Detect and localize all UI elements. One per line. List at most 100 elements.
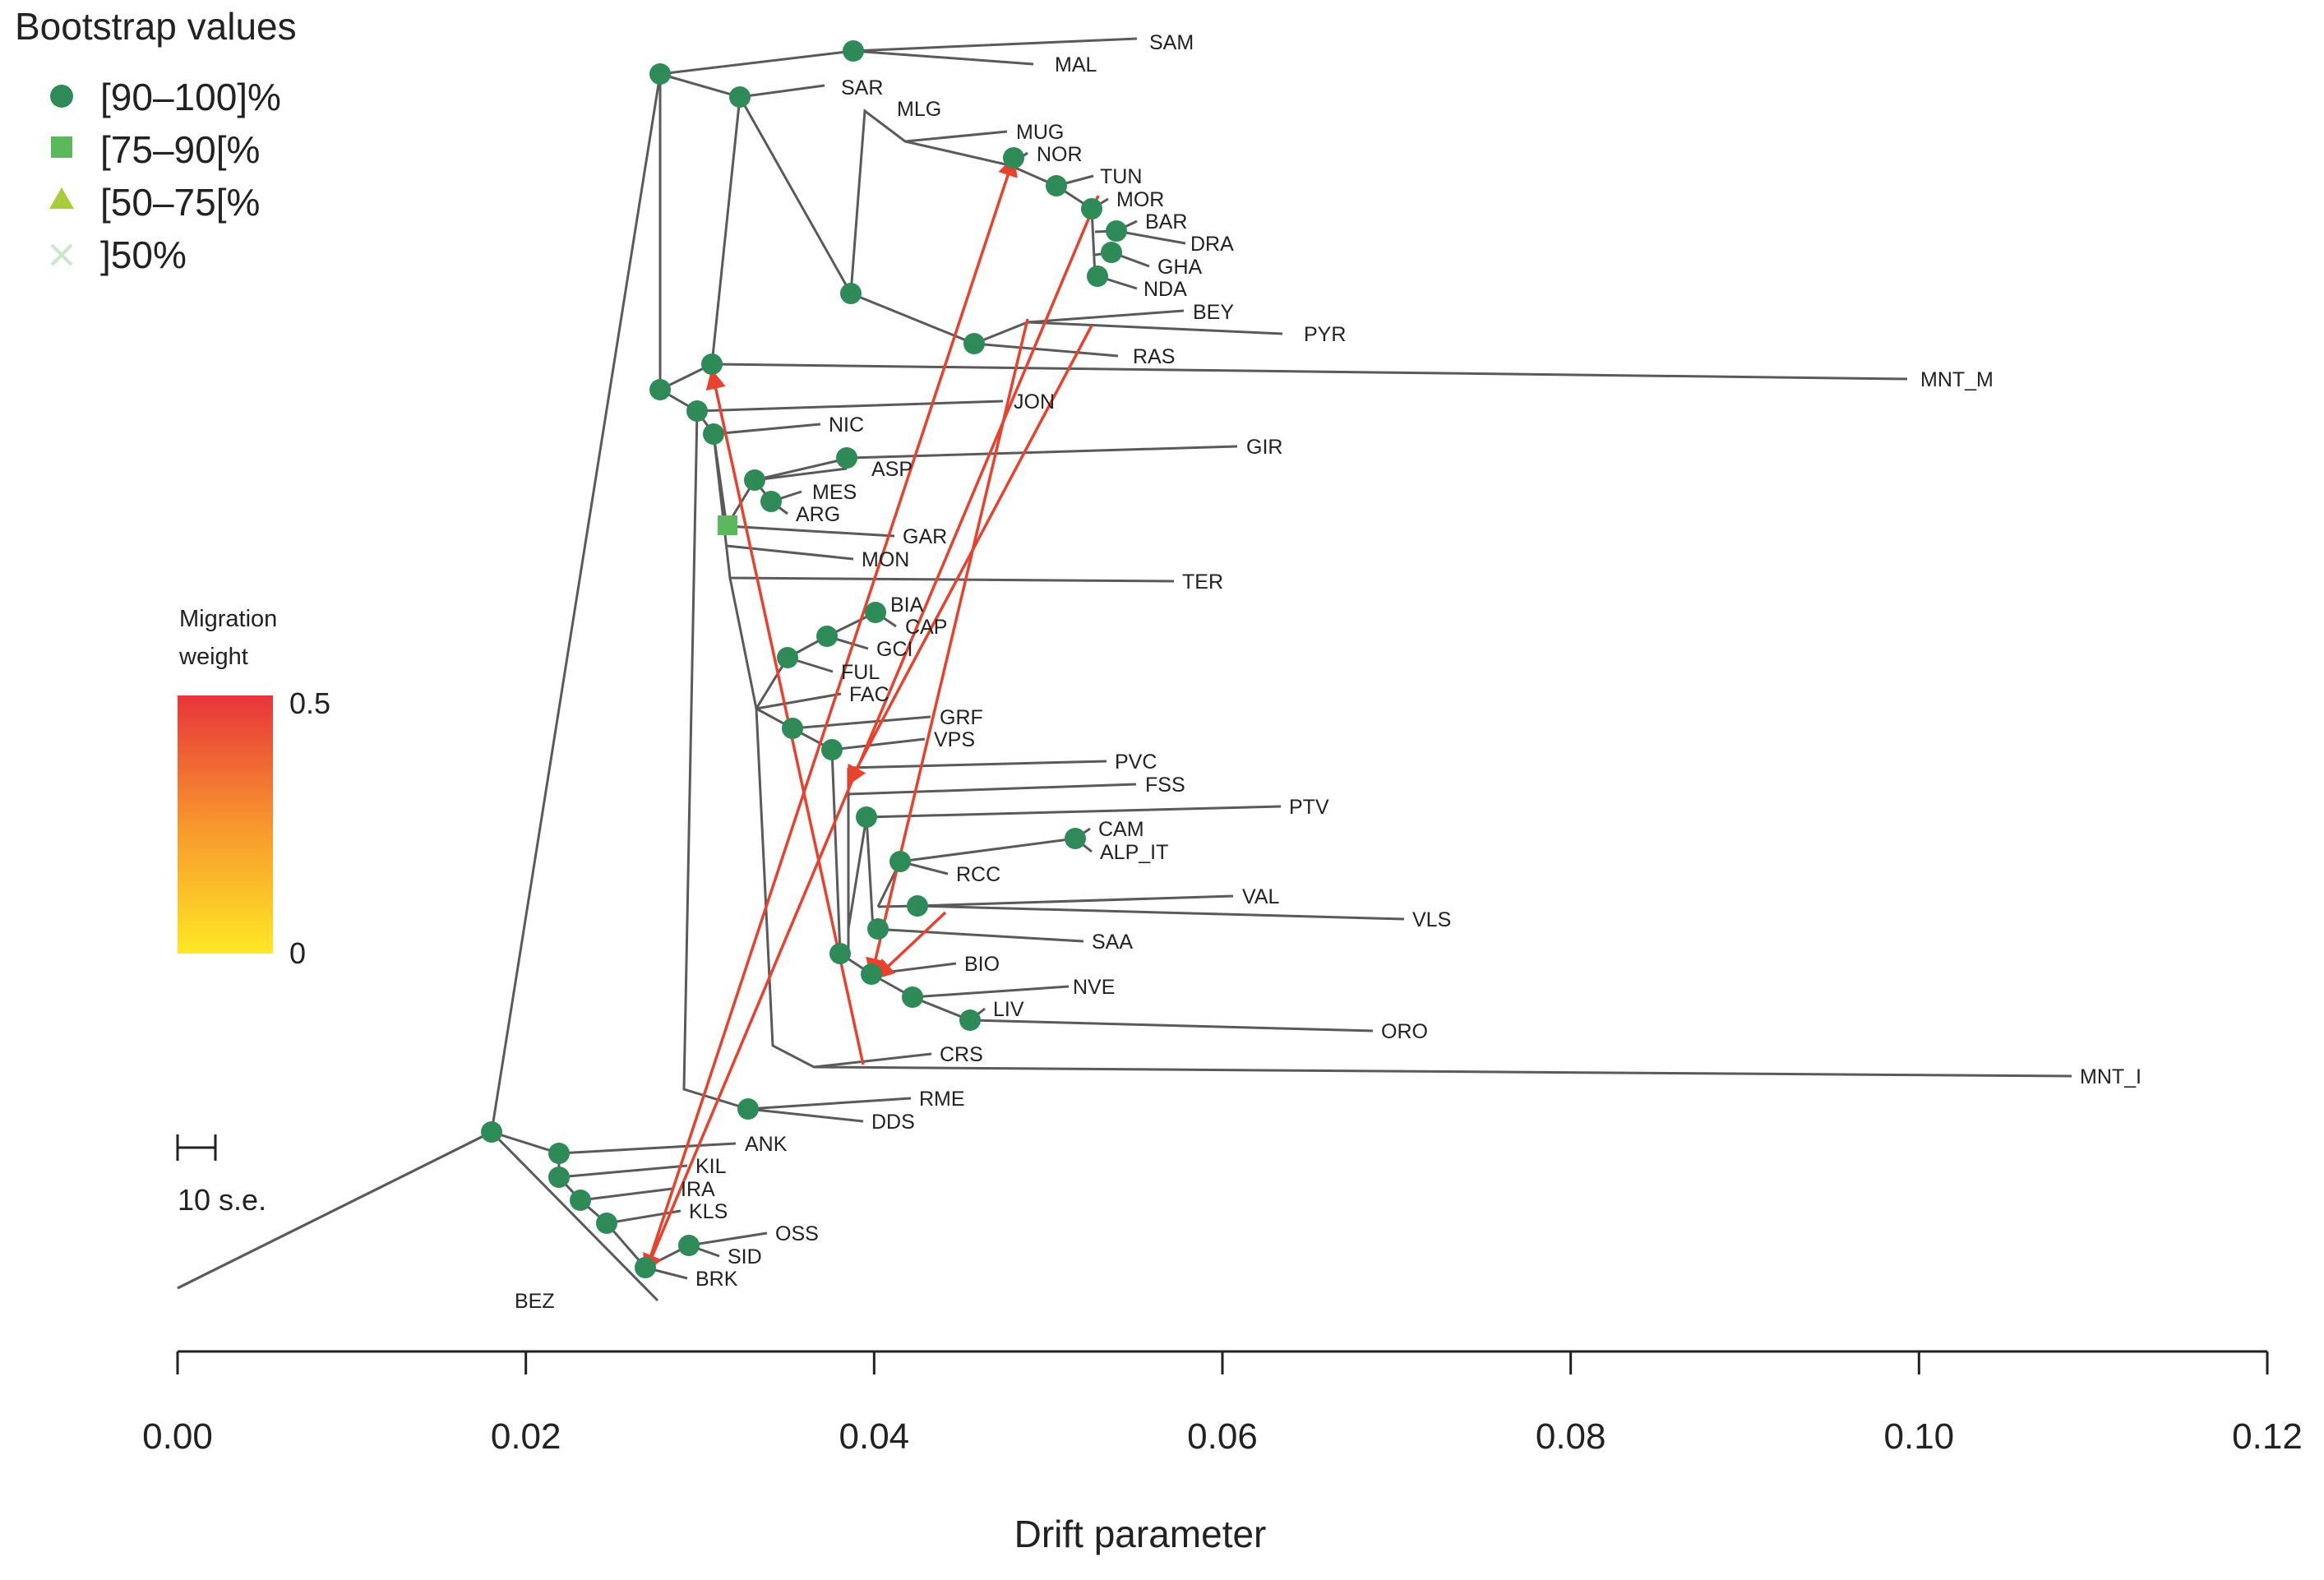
colorbar-min-label: 0: [289, 936, 306, 970]
bootstrap-node-circle: [1065, 828, 1086, 849]
legend-square-marker: [51, 136, 72, 158]
tip-label: KIL: [695, 1155, 727, 1178]
colorbar-gradient: [178, 695, 273, 954]
tree-branch: [728, 577, 932, 1069]
tree-branch: [813, 1065, 2072, 1078]
tip-label: FAC: [849, 683, 889, 706]
legend-label-50-75: [50–75[%: [100, 181, 260, 224]
migration-arrow: [847, 325, 1093, 787]
tip-label: OSS: [775, 1222, 819, 1245]
bootstrap-node-circle: [777, 647, 798, 668]
tip-label: TER: [1182, 571, 1223, 594]
tip-label: KLS: [689, 1200, 728, 1223]
tip-label: BEY: [1193, 301, 1234, 324]
legend-title: Bootstrap values: [15, 5, 297, 48]
tip-label: CAM: [1098, 818, 1144, 841]
tip-label: RCC: [956, 863, 1000, 886]
legend-circle-marker: [50, 85, 73, 108]
tip-label: PVC: [1115, 751, 1157, 774]
legend-label-below-50: ]50%: [100, 233, 187, 276]
bootstrap-node-circle: [701, 353, 723, 375]
tip-label: RME: [919, 1088, 965, 1111]
tip-label: MNT_M: [1920, 368, 1994, 391]
bootstrap-node-circle: [843, 40, 864, 62]
tree-branch: [1056, 184, 1138, 290]
bootstrap-nodes: [481, 40, 1127, 1278]
legend-cross-marker: [50, 243, 73, 266]
x-tick-label: 0.06: [1187, 1416, 1258, 1457]
tip-label: NDA: [1144, 278, 1187, 301]
bootstrap-node-circle: [840, 283, 862, 304]
x-axis: 0.00 0.02 0.04 0.06 0.08 0.10 0.12: [142, 1350, 2303, 1457]
tree-branch: [682, 410, 912, 1111]
tree-branch: [710, 96, 742, 365]
tip-label: DRA: [1190, 233, 1234, 256]
tip-label: BAR: [1145, 210, 1187, 233]
bootstrap-node-circle: [963, 333, 985, 354]
bootstrap-node-circle: [481, 1121, 502, 1143]
tip-label: BEZ: [515, 1290, 555, 1313]
tip-label: FSS: [1145, 774, 1185, 797]
tree-branch: [871, 972, 1070, 999]
tip-label: MNT_I: [2080, 1065, 2141, 1088]
tree-branch: [830, 749, 957, 976]
tree-branch: [852, 49, 1034, 66]
tree-branch: [177, 1130, 492, 1290]
migration-edges: [643, 155, 1100, 1275]
bootstrap-node-circle: [836, 447, 857, 469]
tip-label: PTV: [1289, 796, 1329, 819]
tip-label: VLS: [1412, 908, 1451, 931]
tip-label: GHA: [1157, 256, 1203, 279]
x-axis-title: Drift parameter: [1014, 1513, 1267, 1555]
bootstrap-node-circle: [1087, 266, 1108, 287]
bootstrap-node-circle: [782, 718, 803, 739]
bootstrap-node-circle: [737, 1098, 759, 1120]
tip-label: BRK: [695, 1268, 738, 1291]
bootstrap-node-circle: [686, 400, 708, 422]
bootstrap-node-circle: [959, 1009, 981, 1031]
tip-label: ALP_IT: [1100, 841, 1168, 864]
tree-branch: [917, 904, 1405, 921]
bootstrap-node-circle: [1081, 198, 1102, 219]
bootstrap-node-circle: [678, 1235, 700, 1256]
tip-label: MLG: [897, 98, 941, 121]
tree-branch: [491, 1130, 560, 1155]
bootstrap-legend: Bootstrap values [90–100]% [75–90[% [50–…: [15, 5, 297, 276]
tip-label: FUL: [841, 661, 880, 684]
bootstrap-node-circle: [1101, 242, 1122, 263]
tip-label: JON: [1014, 390, 1055, 413]
tip-label: GAR: [903, 525, 947, 548]
x-tick-label: 0.12: [2232, 1416, 2303, 1457]
tree-branch: [658, 74, 1908, 392]
tip-label: SAA: [1092, 931, 1133, 954]
bootstrap-node-circle: [635, 1257, 656, 1278]
tree-branch: [792, 727, 926, 751]
bootstrap-node-circle: [865, 602, 886, 623]
tip-label: CRS: [940, 1043, 983, 1066]
bootstrap-node-circle: [548, 1143, 570, 1164]
bootstrap-node-circle: [548, 1167, 570, 1188]
tip-label: LIV: [993, 998, 1024, 1021]
tip-label: MUG: [1016, 121, 1064, 144]
bootstrap-node-circle: [1106, 220, 1127, 242]
tree-branch: [848, 760, 1107, 769]
tip-label: NOR: [1037, 143, 1083, 166]
tip-label: GCI: [876, 638, 913, 661]
bootstrap-node-circle: [821, 739, 843, 760]
bootstrap-node-circle: [902, 986, 923, 1008]
tree-branch: [969, 1019, 1374, 1033]
tip-label: IRA: [681, 1178, 715, 1201]
bootstrap-node-circle: [649, 379, 671, 400]
tree-branch: [659, 388, 1004, 413]
bootstrap-node-circle: [570, 1190, 591, 1211]
tree-branch: [904, 140, 1094, 187]
tip-label: BIA: [890, 594, 924, 617]
x-tick-label: 0.04: [839, 1416, 910, 1457]
bootstrap-node-square: [718, 515, 737, 535]
bootstrap-node-circle: [861, 963, 882, 985]
legend-label-90-100: [90–100]%: [100, 76, 281, 118]
migration-arrow: [874, 911, 947, 980]
tip-label: ARG: [796, 503, 840, 526]
